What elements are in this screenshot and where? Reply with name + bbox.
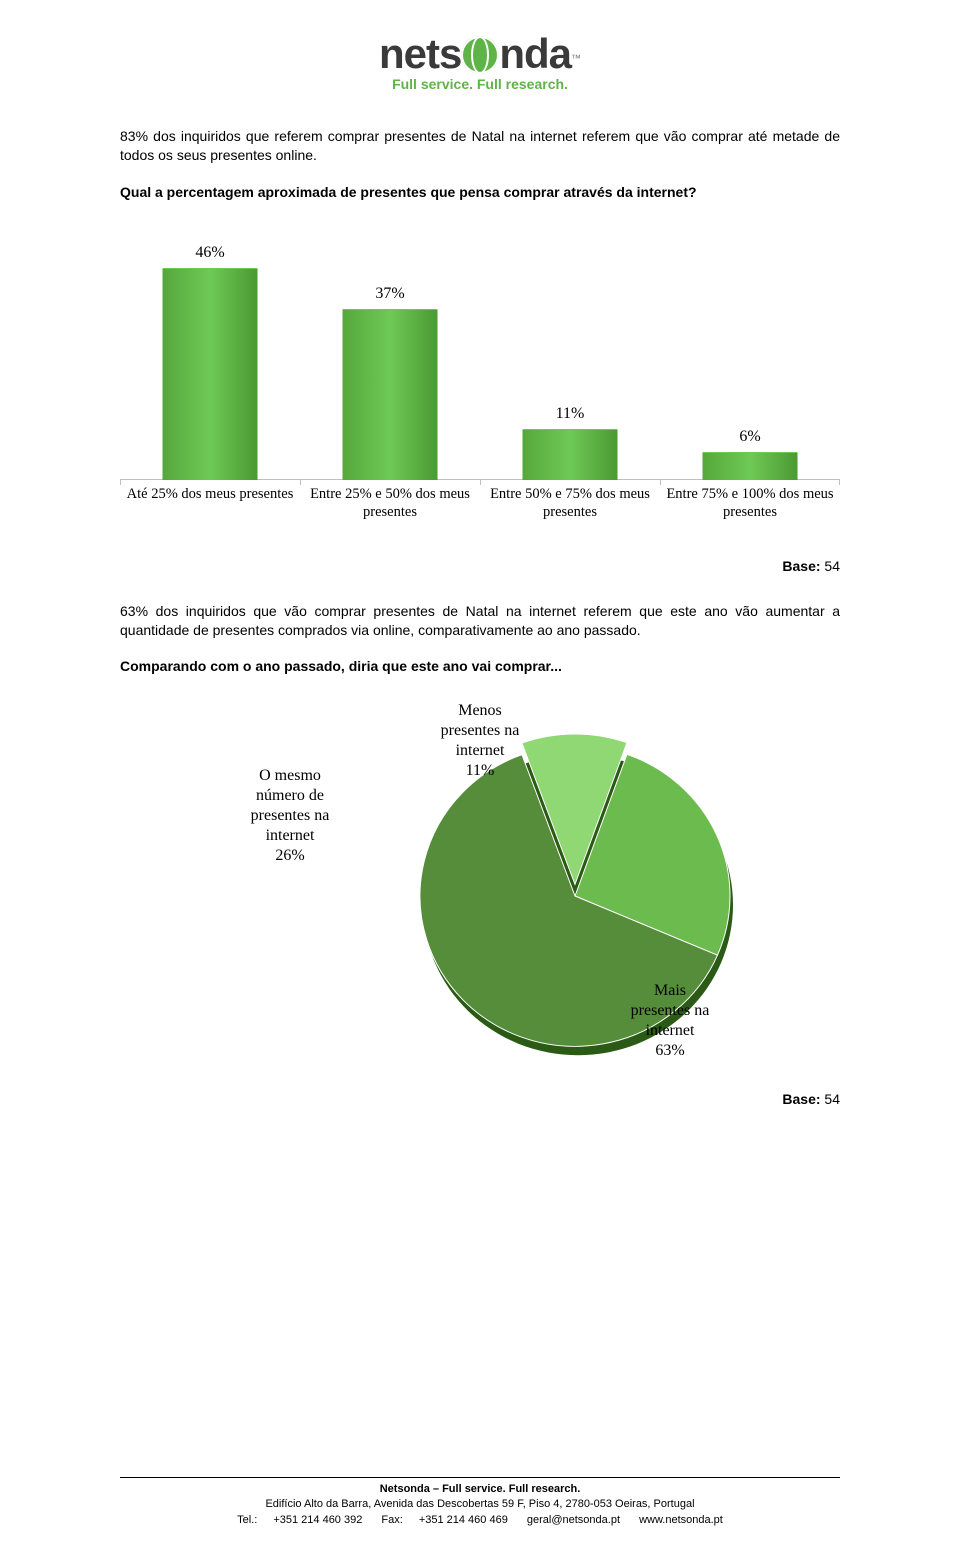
footer-fax: +351 214 460 469 [419,1514,508,1526]
question-1: Qual a percentagem aproximada de present… [120,183,840,202]
bar-value-label: 11% [556,405,585,423]
brand-logo: netsnda™ Full service. Full research. [120,30,840,92]
bar [343,309,438,479]
footer-address: Edifício Alto da Barra, Avenida das Desc… [120,1497,840,1512]
footer-tel: +351 214 460 392 [273,1514,362,1526]
bar [523,429,618,480]
logo-text-2: nda [499,30,571,77]
logo-tagline: Full service. Full research. [120,76,840,92]
footer-email: geral@netsonda.pt [527,1514,620,1526]
base-label-1: Base: 54 [120,558,840,574]
bar-value-label: 37% [375,285,404,303]
footer-title: Netsonda – Full service. Full research. [120,1482,840,1497]
footer-web: www.netsonda.pt [639,1514,723,1526]
footer-contacts: Tel.: +351 214 460 392 Fax: +351 214 460 4… [120,1513,840,1528]
bar-category-label: Até 25% dos meus presentes [120,485,300,503]
bar-chart: 46% 37% 11% 6% Até 25% dos meus presentes E… [120,220,840,540]
bar-category-label: Entre 25% e 50% dos meus presentes [300,485,480,521]
footer-divider [120,1477,840,1478]
base-value: 54 [824,1091,840,1107]
globe-icon [461,36,499,74]
base-label-text: Base: [782,558,820,574]
bar-category-label: Entre 75% e 100% dos meus presentes [660,485,840,521]
intro-paragraph-2: 63% dos inquiridos que vão comprar prese… [120,602,840,640]
base-label-text: Base: [782,1091,820,1107]
bar [703,452,798,480]
pie-label-menos: Menospresentes nainternet11% [400,701,560,781]
question-2: Comparando com o ano passado, diria que … [120,657,840,676]
base-value: 54 [824,558,840,574]
page-footer: Netsonda – Full service. Full research. … [120,1477,840,1528]
bar-value-label: 46% [195,244,224,262]
intro-paragraph-1: 83% dos inquiridos que referem comprar p… [120,127,840,165]
base-label-2: Base: 54 [120,1091,840,1107]
trademark-icon: ™ [571,54,581,65]
footer-fax-label: Fax: [381,1514,402,1526]
bar-value-label: 6% [739,428,760,446]
bar-category-label: Entre 50% e 75% dos meus presentes [480,485,660,521]
pie-label-mesmo: O mesmonúmero depresentes nainternet26% [210,766,370,866]
bar [163,268,258,480]
footer-tel-label: Tel.: [237,1514,257,1526]
pie-chart: O mesmonúmero depresentes nainternet26% … [120,701,840,1061]
pie-label-mais: Maispresentes nainternet63% [590,981,750,1061]
logo-text-1: nets [379,30,461,77]
